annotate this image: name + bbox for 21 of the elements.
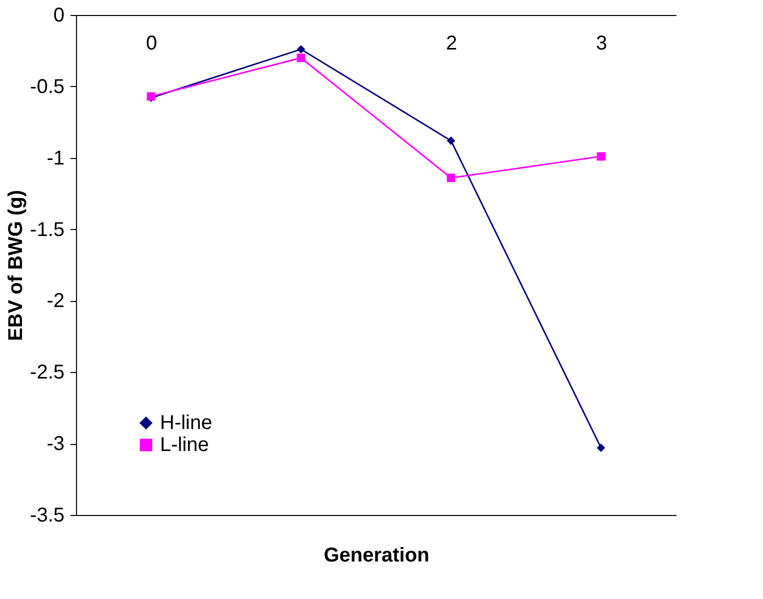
x-tick-label: 3 (596, 32, 608, 54)
point (446, 174, 456, 182)
y-tick-label: -0.5 (30, 76, 64, 98)
y-tick-label: 0 (53, 4, 64, 26)
y-tick-label: -2 (46, 290, 64, 312)
y-tick-label: -1 (46, 147, 64, 170)
legend-label: H-line (160, 412, 212, 434)
y-tick-label: -1.5 (30, 218, 64, 241)
point (446, 136, 456, 145)
y-axis-title: EBV of BWG (g) (5, 190, 28, 342)
legend-label: L-line (160, 434, 209, 456)
point (296, 54, 306, 62)
x-tick-label: 0 (146, 32, 158, 54)
point (596, 444, 606, 452)
y-tick-label: -2.5 (30, 362, 64, 384)
point (296, 45, 306, 54)
y-tick-label: -3 (46, 433, 64, 456)
point (596, 152, 606, 161)
y-tick-label: -3.5 (30, 504, 64, 526)
x-tick-label: 2 (446, 32, 458, 54)
x-axis-title: Generation (324, 544, 430, 566)
